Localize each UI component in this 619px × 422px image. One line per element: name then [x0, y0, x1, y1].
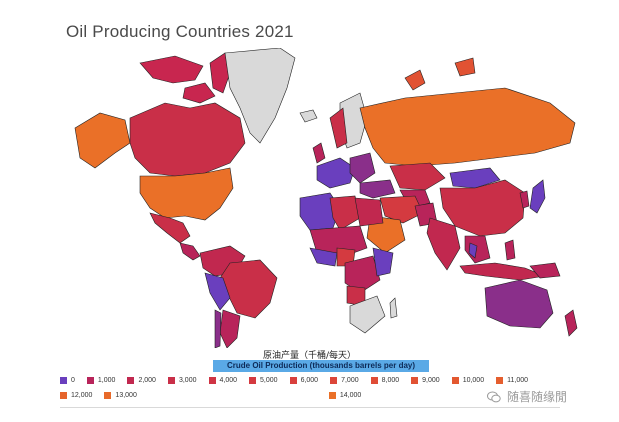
region-severnaya-zemlya: [454, 57, 476, 77]
legend-swatch: [208, 376, 216, 384]
legend-item: 1,000: [86, 375, 116, 385]
legend-label: 4,000: [219, 376, 238, 384]
region-saudi-arabia: [366, 215, 406, 254]
legend-item: 12,000: [60, 390, 92, 400]
legend-label: 2,000: [138, 376, 156, 384]
region-india: [426, 217, 461, 271]
legend-label: 11,000: [507, 376, 528, 384]
legend-item: 13,000: [104, 390, 137, 400]
legend-label: 12,000: [71, 391, 93, 399]
legend-item: 7,000: [330, 375, 359, 385]
legend-swatch: [249, 376, 257, 384]
legend-item: 14,000: [328, 390, 362, 400]
legend-swatch: [328, 391, 336, 399]
region-brazil: [219, 259, 278, 319]
region-thailand: [468, 242, 478, 259]
legend: 0 1,000 2,000 3,000 4,000 5,000 6,000 7,000 8,00…: [60, 375, 560, 400]
legend-label: 7,000: [341, 376, 359, 384]
legend-swatch: [60, 391, 67, 399]
region-philippines: [504, 239, 516, 261]
legend-item: 11,000: [496, 375, 528, 385]
world-choropleth-map: [74, 48, 578, 348]
region-china: [439, 179, 526, 237]
region-eastern-europe: [349, 152, 376, 184]
region-korea: [519, 190, 530, 209]
region-new-zealand: [564, 309, 578, 337]
region-norway: [329, 107, 348, 149]
legend-label: 0: [71, 376, 75, 384]
bottom-divider: [60, 407, 560, 408]
region-indonesia: [459, 262, 547, 281]
legend-swatch: [289, 376, 297, 384]
region-kazakhstan: [389, 162, 446, 191]
legend-item: 5,000: [249, 375, 278, 385]
legend-item: 8,000: [370, 375, 400, 385]
legend-item: 3,000: [167, 375, 197, 385]
legend-swatch: [60, 376, 67, 384]
legend-swatch: [86, 376, 94, 384]
region-peru-bolivia: [204, 272, 231, 311]
region-arctic-canada-islands: [139, 55, 204, 84]
legend-item: 2,000: [127, 375, 156, 385]
region-central-africa: [344, 255, 381, 294]
watermark: 随喜随缘閒: [487, 388, 567, 405]
region-chile: [214, 309, 222, 348]
region-uk: [312, 142, 326, 164]
region-argentina: [219, 309, 241, 348]
map-title: Oil Producing Countries 2021: [66, 22, 294, 41]
legend-item: 10,000: [451, 375, 485, 385]
legend-swatch: [370, 376, 378, 384]
legend-swatch: [127, 376, 135, 384]
legend-label: 1,000: [97, 376, 116, 384]
region-canada: [129, 102, 246, 177]
region-algeria: [329, 195, 361, 231]
legend-item: 4,000: [208, 375, 238, 385]
region-alaska: [74, 112, 131, 169]
legend-swatch: [451, 376, 459, 384]
legend-label: 13,000: [115, 391, 137, 399]
region-western-europe: [316, 157, 356, 189]
region-west-africa: [309, 247, 338, 267]
legend-label: 9,000: [422, 376, 440, 384]
legend-label: 3,000: [178, 376, 197, 384]
region-australia: [484, 279, 554, 329]
legend-item: 0: [60, 375, 75, 385]
region-libya-egypt: [354, 197, 384, 227]
wechat-icon: [487, 391, 501, 403]
region-mexico: [149, 212, 191, 244]
watermark-text: 随喜随缘閒: [507, 390, 568, 404]
region-iceland: [299, 109, 318, 123]
region-united-states: [139, 167, 234, 221]
region-russia: [359, 87, 576, 167]
region-new-guinea: [529, 262, 561, 279]
legend-swatch: [411, 376, 419, 384]
region-arctic-canada-islands-2: [182, 82, 216, 104]
region-east-africa: [372, 247, 394, 277]
legend-label: 10,000: [462, 376, 485, 384]
legend-title-chinese: 原油产量（千桶/每天）: [262, 351, 357, 361]
region-mongolia: [449, 167, 501, 189]
region-turkey-caucasus: [359, 179, 396, 199]
region-greenland: [224, 48, 296, 144]
legend-label: 6,000: [300, 376, 319, 384]
region-southern-africa: [349, 295, 386, 334]
legend-swatch: [104, 391, 112, 399]
region-novaya-zemlya: [404, 69, 426, 91]
region-japan: [529, 179, 546, 214]
region-indochina: [464, 235, 491, 264]
region-iran-iraq: [379, 195, 424, 224]
region-central-america: [179, 242, 201, 261]
legend-label: 14,000: [339, 391, 362, 399]
legend-swatch: [330, 376, 338, 384]
legend-swatch: [167, 376, 175, 384]
legend-title-english: Crude Oil Production (thousands barrels …: [213, 360, 429, 372]
legend-label: 8,000: [381, 376, 400, 384]
region-baffin-island: [209, 52, 231, 94]
legend-label: 5,000: [260, 376, 278, 384]
legend-item: 6,000: [289, 375, 319, 385]
region-madagascar: [389, 297, 398, 319]
legend-item: 9,000: [411, 375, 440, 385]
legend-swatch: [496, 376, 504, 384]
